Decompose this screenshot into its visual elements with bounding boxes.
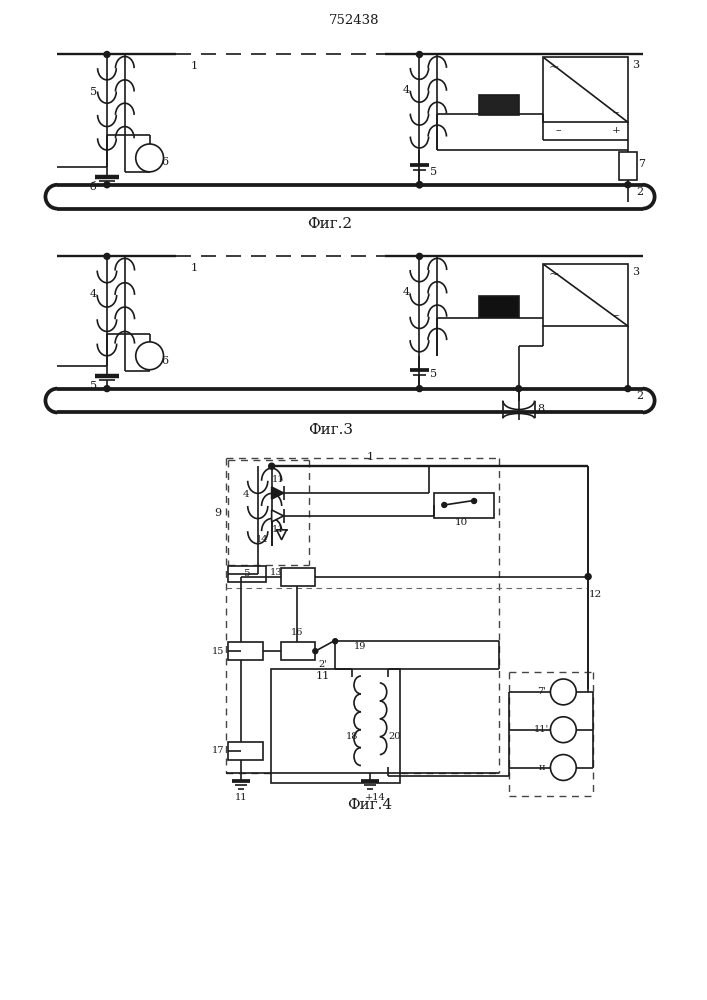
Polygon shape — [271, 487, 284, 499]
Text: 12: 12 — [588, 590, 602, 599]
Bar — [228, 742, 263, 760]
Bar — [281, 568, 315, 586]
Circle shape — [551, 755, 576, 780]
Circle shape — [551, 679, 576, 705]
Circle shape — [312, 649, 317, 654]
Circle shape — [515, 386, 522, 392]
Text: Фиг.4: Фиг.4 — [347, 798, 392, 812]
Text: +: + — [612, 126, 620, 135]
Circle shape — [104, 182, 110, 188]
Bar — [544, 57, 628, 122]
Circle shape — [551, 717, 576, 743]
Text: 6: 6 — [161, 157, 168, 167]
Text: 13: 13 — [269, 568, 282, 577]
Text: Фиг.2: Фиг.2 — [308, 217, 353, 231]
Text: –: – — [556, 125, 561, 135]
Text: 4: 4 — [243, 490, 249, 499]
Text: 11: 11 — [271, 475, 284, 484]
Circle shape — [625, 182, 631, 188]
Text: 7: 7 — [638, 159, 645, 169]
Text: 15: 15 — [212, 647, 224, 656]
Bar — [479, 296, 519, 318]
Text: 5: 5 — [243, 569, 250, 578]
Bar — [228, 642, 263, 660]
Text: 752438: 752438 — [329, 14, 379, 27]
Bar — [619, 152, 637, 180]
Text: –: – — [613, 310, 619, 323]
Text: 10: 10 — [455, 518, 468, 527]
Text: Фиг.3: Фиг.3 — [308, 423, 353, 437]
Text: б: б — [90, 182, 96, 192]
Text: 1: 1 — [366, 452, 373, 462]
Text: 11: 11 — [316, 671, 330, 681]
Circle shape — [416, 253, 423, 259]
Text: 16: 16 — [291, 628, 303, 637]
Text: 6: 6 — [161, 356, 168, 366]
Circle shape — [269, 463, 274, 469]
Circle shape — [416, 386, 423, 392]
Text: 11: 11 — [271, 525, 284, 534]
Circle shape — [472, 499, 477, 503]
Text: 4: 4 — [90, 289, 97, 299]
Circle shape — [104, 52, 110, 57]
Text: 11': 11' — [534, 725, 549, 734]
Text: 5: 5 — [90, 381, 97, 391]
Bar — [271, 669, 399, 783]
Polygon shape — [271, 510, 284, 522]
Text: 9: 9 — [214, 508, 221, 518]
Bar — [479, 95, 519, 115]
Circle shape — [136, 342, 163, 370]
Text: 2': 2' — [319, 660, 328, 669]
Text: 20: 20 — [388, 732, 401, 741]
Circle shape — [104, 253, 110, 259]
Text: 8: 8 — [537, 404, 544, 414]
Text: 5: 5 — [90, 87, 97, 97]
Text: 4: 4 — [403, 85, 410, 95]
Text: 1: 1 — [191, 263, 198, 273]
Circle shape — [104, 386, 110, 392]
Text: 17: 17 — [212, 746, 224, 755]
Bar — [228, 566, 266, 582]
Text: 5: 5 — [430, 369, 437, 379]
Bar — [281, 642, 315, 660]
Text: 11: 11 — [235, 793, 247, 802]
Text: 2: 2 — [636, 187, 643, 197]
Text: 14: 14 — [255, 535, 268, 544]
Text: 1: 1 — [191, 61, 198, 71]
Circle shape — [416, 182, 423, 188]
Text: ~: ~ — [548, 268, 559, 281]
Text: 5: 5 — [430, 167, 437, 177]
Polygon shape — [276, 530, 286, 540]
Text: 2: 2 — [636, 391, 643, 401]
Circle shape — [136, 144, 163, 172]
Bar — [434, 493, 494, 518]
Circle shape — [333, 639, 338, 644]
Circle shape — [416, 52, 423, 57]
Text: н: н — [538, 763, 545, 772]
Bar — [544, 264, 628, 326]
Circle shape — [585, 574, 591, 580]
Text: 7': 7' — [537, 687, 546, 696]
Circle shape — [442, 502, 447, 507]
Text: 19: 19 — [354, 642, 366, 651]
Text: ~: ~ — [548, 61, 559, 74]
Text: –: – — [613, 106, 619, 119]
Text: 18: 18 — [346, 732, 358, 741]
Text: 3: 3 — [632, 267, 639, 277]
Text: +14: +14 — [364, 793, 385, 802]
Text: 4: 4 — [403, 287, 410, 297]
Polygon shape — [503, 401, 534, 418]
Circle shape — [625, 386, 631, 392]
Circle shape — [416, 182, 423, 188]
Text: 3: 3 — [632, 60, 639, 70]
